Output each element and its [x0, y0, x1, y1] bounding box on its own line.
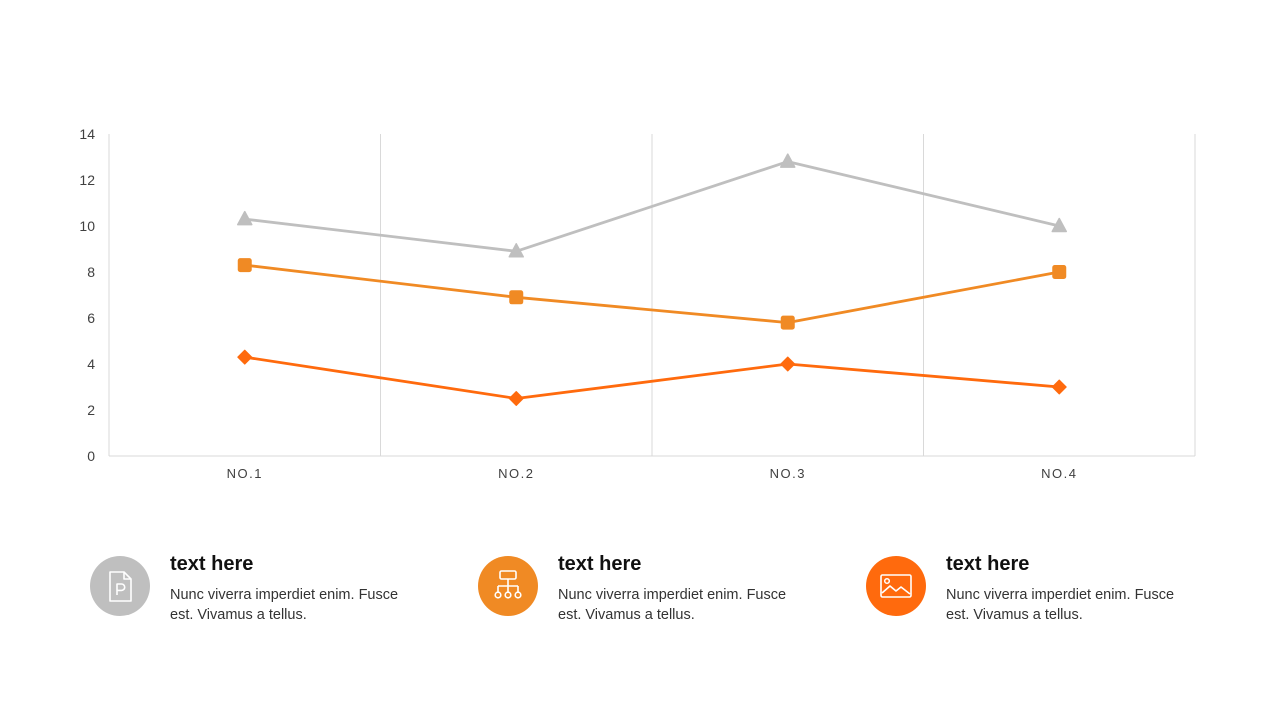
card-description-3: Nunc viverra imperdiet enim. Fusce est. …: [946, 587, 1175, 623]
y-tick-label: 4: [87, 356, 95, 372]
series-line: [243, 263, 1061, 325]
series-3: [237, 349, 1067, 406]
info-card-2: text here Nunc viverra imperdiet enim. F…: [478, 553, 786, 633]
chart-axes: 0 2 4 6 8 10 12 14 NO.1 NO.2 NO.3 NO.4: [79, 126, 1195, 481]
series-2: [237, 258, 1067, 330]
card-title-1: text here: [170, 553, 254, 575]
x-tick-label: NO.4: [1041, 466, 1077, 481]
y-tick-label: 12: [79, 172, 95, 188]
info-card-1: text here Nunc viverra imperdiet enim. F…: [90, 553, 398, 633]
y-tick-label: 2: [87, 402, 95, 418]
card-description-1: Nunc viverra imperdiet enim. Fusce est. …: [170, 587, 399, 623]
square-marker: [780, 315, 795, 330]
icon-badge-2: [478, 556, 538, 616]
square-marker: [1052, 265, 1067, 279]
y-tick-label: 10: [79, 218, 95, 234]
series-line: [243, 160, 1061, 253]
card-description-2: Nunc viverra imperdiet enim. Fusce est. …: [558, 587, 787, 623]
org-chart-icon: [494, 570, 522, 599]
x-tick-label: NO.1: [227, 466, 263, 481]
y-tick-label: 0: [87, 448, 95, 464]
info-card-3: text here Nunc viverra imperdiet enim. F…: [866, 553, 1174, 633]
y-tick-label: 14: [79, 126, 95, 142]
diamond-marker: [780, 356, 796, 372]
document-p-icon: [109, 571, 132, 602]
chart-series: [237, 153, 1067, 406]
x-tick-label: NO.3: [770, 466, 806, 481]
card-title-2: text here: [558, 553, 642, 575]
diamond-marker: [508, 391, 524, 406]
square-marker: [509, 290, 524, 305]
triangle-marker: [237, 210, 253, 226]
image-icon: [880, 574, 912, 598]
triangle-marker: [1051, 217, 1067, 233]
series-line: [243, 355, 1061, 400]
card-title-3: text here: [946, 553, 1030, 575]
icon-badge-3: [866, 556, 926, 616]
square-marker: [237, 258, 252, 273]
triangle-marker: [508, 243, 524, 258]
chart-grid: [108, 134, 1196, 456]
diamond-marker: [1051, 379, 1067, 395]
y-tick-label: 8: [87, 264, 95, 280]
series-1: [237, 153, 1067, 258]
line-chart: 0 2 4 6 8 10 12 14 NO.1 NO.2 NO.3 NO.4: [79, 126, 1196, 481]
icon-badge-1: [90, 556, 150, 616]
y-tick-label: 6: [87, 310, 95, 326]
x-tick-label: NO.2: [498, 466, 534, 481]
diamond-marker: [237, 349, 253, 365]
triangle-marker: [780, 153, 796, 168]
